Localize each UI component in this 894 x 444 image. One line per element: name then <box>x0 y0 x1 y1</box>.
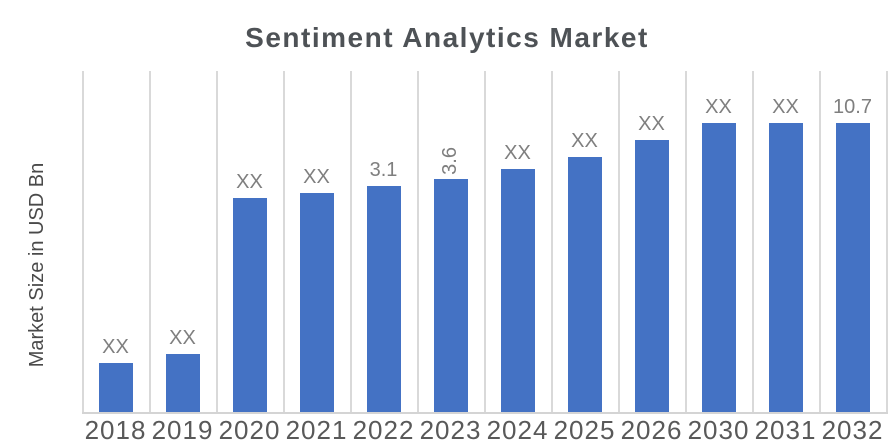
bar-2024 <box>500 169 535 413</box>
bar-2020 <box>232 198 267 413</box>
bar-2026 <box>634 140 669 413</box>
category-gridline <box>618 71 620 413</box>
x-axis-label-2021: 2021 <box>285 415 348 444</box>
category-gridline <box>752 71 754 413</box>
x-axis-label-2031: 2031 <box>754 415 817 444</box>
category-gridline <box>82 71 84 413</box>
data-label-2030: XX <box>705 96 732 118</box>
x-axis-label-2019: 2019 <box>151 415 214 444</box>
x-axis-label-2018: 2018 <box>84 415 147 444</box>
x-axis-label-2024: 2024 <box>486 415 549 444</box>
data-label-2018: XX <box>102 336 129 358</box>
x-axis-line <box>82 412 888 414</box>
x-axis-label-2026: 2026 <box>620 415 683 444</box>
x-axis-label-2030: 2030 <box>687 415 750 444</box>
data-label-2019: XX <box>169 327 196 349</box>
data-label-2023: 3.6 <box>438 147 461 175</box>
x-axis-label-2023: 2023 <box>419 415 482 444</box>
category-gridline <box>685 71 687 413</box>
bar-2031 <box>768 123 803 413</box>
category-gridline <box>484 71 486 413</box>
category-gridline <box>886 71 888 413</box>
bar-2025 <box>567 157 602 413</box>
bar-2030 <box>701 123 736 413</box>
category-gridline <box>216 71 218 413</box>
category-gridline <box>819 71 821 413</box>
category-gridline <box>283 71 285 413</box>
data-label-2020: XX <box>236 171 263 193</box>
bar-2019 <box>165 354 200 413</box>
bar-2032 <box>835 123 870 413</box>
x-axis-label-2020: 2020 <box>218 415 281 444</box>
category-gridline <box>149 71 151 413</box>
chart-title: Sentiment Analytics Market <box>245 22 649 53</box>
x-axis-label-2025: 2025 <box>553 415 616 444</box>
bar-2022 <box>366 186 401 413</box>
x-axis-label-2022: 2022 <box>352 415 415 444</box>
bar-2021 <box>299 193 334 413</box>
bar-2018 <box>98 363 133 413</box>
data-label-2025: XX <box>571 130 598 152</box>
data-label-2032: 10.7 <box>833 96 872 118</box>
y-axis-title: Market Size in USD Bn <box>26 162 48 368</box>
data-label-2022: 3.1 <box>369 159 398 181</box>
x-axis-label-2032: 2032 <box>821 415 884 444</box>
data-label-2021: XX <box>303 166 330 188</box>
data-label-2031: XX <box>772 96 799 118</box>
data-label-2026: XX <box>638 113 665 135</box>
category-gridline <box>417 71 419 413</box>
data-label-2024: XX <box>504 142 531 164</box>
plot-area: XX XX XX XX 3.1 3.6 XX XX XX XX XX 10.7 <box>82 71 888 413</box>
category-gridline <box>350 71 352 413</box>
bar-2023 <box>433 179 468 413</box>
category-gridline <box>551 71 553 413</box>
